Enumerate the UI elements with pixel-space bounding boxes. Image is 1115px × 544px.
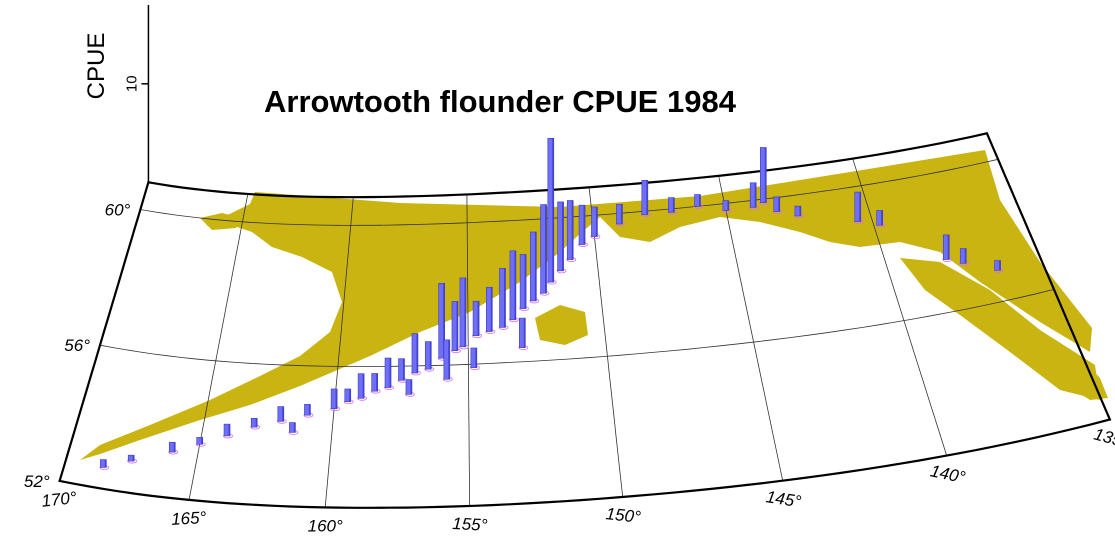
cpue-bar-side — [362, 373, 365, 399]
cpue-bar-side — [964, 248, 967, 264]
cpue-bar-side — [308, 404, 311, 416]
labels: 60° 56° 52°170° 165° 160° 155° 150° 145° 140° 135… — [24, 5, 1115, 535]
cpue-bar-side — [778, 196, 780, 212]
cpue-bar-side — [699, 194, 701, 207]
lon-label: 155° — [452, 514, 488, 535]
cpue-bar-side — [514, 250, 516, 320]
cpue-bar-side — [443, 283, 445, 359]
cpue-bar-side — [416, 333, 418, 374]
cpue-bar-side — [545, 204, 547, 294]
cpue-bar-side — [429, 341, 432, 370]
cpue-bar-side — [859, 192, 861, 222]
cpue-bar-side — [534, 231, 537, 301]
cpue-bar-side — [464, 277, 466, 347]
tick-label: 10 — [123, 75, 140, 92]
lat-line — [140, 158, 999, 226]
cpue-bar-side — [552, 138, 554, 283]
cpue-bar-side — [477, 301, 480, 336]
lon-line — [466, 194, 470, 506]
cpue-bar-side — [448, 339, 450, 380]
mainland — [80, 150, 1092, 460]
cpue-bar-side — [173, 442, 176, 453]
map-frame — [58, 132, 1112, 509]
lat-label: 56° — [64, 336, 90, 355]
lon-label: 170° — [41, 488, 78, 511]
chart-title: Arrowtooth flounder CPUE 1984 — [264, 84, 737, 119]
cpue-bar-side — [104, 459, 107, 468]
cpue-bar-side — [999, 260, 1001, 271]
lon-line — [718, 175, 784, 481]
kodiak-island — [535, 305, 588, 345]
cpue-bar-side — [456, 301, 458, 351]
cpue-bar-side — [504, 268, 506, 328]
cpue-bar-side — [201, 437, 203, 445]
cpue-bar-side — [228, 424, 231, 436]
cpue-bar-side — [583, 205, 586, 245]
cpue-bar-side — [523, 318, 526, 348]
cpue-bar-side — [403, 358, 405, 381]
cpue-bar-side — [389, 358, 392, 388]
cpue-bar-side — [475, 347, 477, 368]
nunivak-island — [200, 213, 242, 230]
lon-label: 135° — [1092, 424, 1115, 452]
lat-line — [99, 289, 1055, 367]
cpue-bar-side — [293, 422, 296, 433]
cpue-bar-side — [490, 287, 493, 332]
lat-label: 60° — [105, 200, 131, 219]
cpue-bar-side — [571, 200, 574, 260]
lon-label: 145° — [765, 487, 803, 511]
lon-label: 160° — [308, 516, 343, 535]
cpue-bar-side — [799, 206, 801, 216]
cpue-bar-side — [410, 379, 412, 395]
cpue-bar-side — [646, 180, 648, 215]
coastal-islands — [1062, 362, 1108, 400]
lon-label: 150° — [605, 504, 642, 527]
cpue-bar-side — [881, 210, 883, 226]
cpue-bar-side — [349, 388, 351, 402]
panhandle — [900, 258, 1100, 400]
cpue-bar-side — [132, 455, 135, 462]
cpue-bar-side — [620, 204, 623, 224]
lat-label: 52° — [24, 472, 50, 491]
cpue-bar-side — [376, 373, 378, 392]
cpue-bar-side — [562, 201, 564, 271]
cpue-bar-side — [764, 147, 767, 203]
cpue-bar-side — [595, 207, 598, 237]
cpue-bar-side — [727, 200, 729, 211]
cpue-bar-side — [335, 388, 338, 409]
lon-line — [852, 158, 948, 456]
land — [80, 150, 1108, 460]
lon-label: 140° — [929, 461, 968, 487]
graticule — [58, 132, 1112, 509]
lon-line — [188, 193, 249, 500]
cpue-bar-side — [524, 254, 527, 309]
cpue-bar-side — [947, 234, 950, 260]
axis-label: CPUE — [83, 33, 110, 100]
cpue-bar-side — [255, 418, 258, 428]
cpue-bar-side — [282, 406, 284, 422]
cpue-bar-side — [672, 197, 675, 213]
cpue-bars — [99, 138, 1004, 470]
lon-label: 165° — [171, 508, 207, 529]
cpue-bar-side — [754, 182, 757, 208]
lon-line — [324, 197, 354, 508]
